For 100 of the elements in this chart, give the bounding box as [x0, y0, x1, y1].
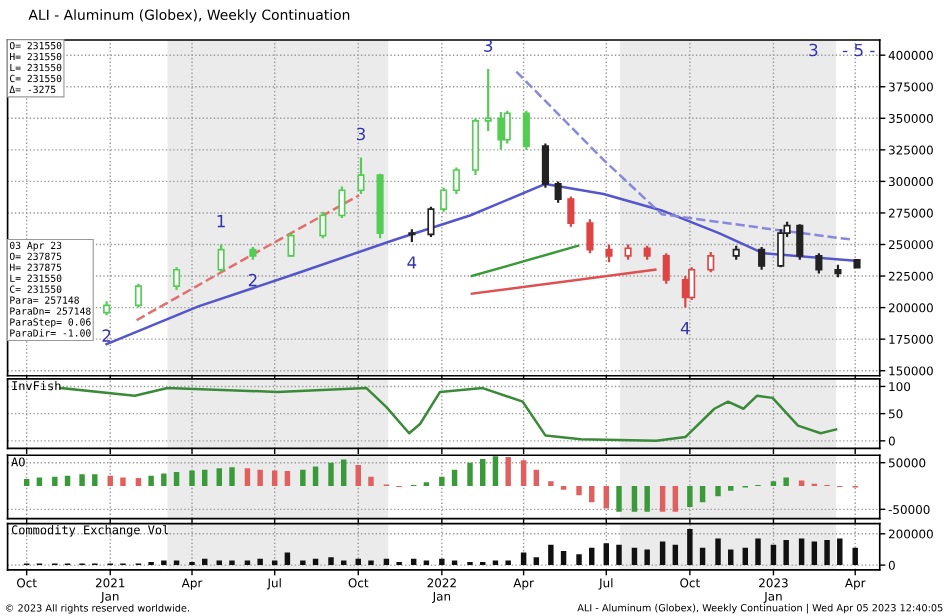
- candlestick: [173, 266, 181, 292]
- bar: [548, 544, 554, 566]
- candlestick: [796, 223, 804, 261]
- bar: [631, 547, 638, 566]
- candlestick: [452, 166, 460, 196]
- bar: [811, 541, 818, 566]
- bar: [423, 560, 430, 566]
- candlestick: [554, 180, 562, 204]
- bar: [328, 557, 334, 566]
- bar: [244, 468, 251, 487]
- bar: [520, 460, 527, 487]
- bar: [368, 560, 374, 566]
- bar: [92, 474, 98, 487]
- bar: [451, 469, 458, 487]
- bar: [173, 472, 180, 487]
- candlestick: [427, 205, 435, 239]
- annotation: 3: [484, 39, 493, 52]
- candlestick: [815, 252, 823, 275]
- candlestick: [567, 195, 575, 228]
- candlestick: [440, 186, 448, 213]
- candlestick: [522, 109, 530, 151]
- bar: [229, 560, 235, 566]
- bar: [328, 462, 334, 487]
- candlestick: [662, 252, 670, 285]
- bar: [699, 486, 706, 503]
- bar: [492, 560, 499, 566]
- bar: [631, 486, 638, 512]
- bar: [52, 476, 58, 487]
- bar: [576, 486, 582, 496]
- bar: [672, 544, 679, 566]
- annotation: 3: [356, 127, 365, 141]
- bar: [672, 486, 679, 512]
- bar: [244, 560, 251, 566]
- annotation: 1: [217, 214, 225, 228]
- bar: [755, 538, 761, 566]
- candlestick: [134, 282, 142, 309]
- candlestick: [319, 210, 327, 240]
- bar: [852, 547, 858, 566]
- candlestick: [497, 110, 505, 151]
- candlestick: [707, 250, 715, 274]
- bar: [644, 486, 650, 512]
- bar: [659, 541, 666, 566]
- bar: [341, 459, 347, 487]
- bar: [216, 560, 222, 566]
- bar: [742, 547, 749, 566]
- bar: [715, 538, 721, 566]
- bar: [189, 470, 195, 487]
- bar: [300, 469, 306, 487]
- bar: [300, 560, 306, 566]
- bar: [699, 547, 706, 566]
- bar: [467, 462, 473, 487]
- bar: [148, 475, 154, 487]
- candlestick: [357, 156, 365, 196]
- candlestick: [758, 245, 766, 271]
- annotation: - 5 -: [842, 43, 875, 57]
- bar: [533, 557, 540, 566]
- bar: [770, 544, 777, 566]
- bar: [548, 481, 554, 487]
- candlestick: [217, 243, 225, 274]
- bar: [492, 456, 499, 487]
- bar: [505, 560, 511, 566]
- bar: [202, 469, 208, 487]
- bar: [783, 540, 789, 566]
- bar: [616, 544, 622, 566]
- bar: [355, 465, 361, 487]
- bar: [439, 558, 445, 566]
- candlestick: [503, 109, 511, 145]
- bar: [770, 481, 777, 487]
- bar: [161, 473, 167, 487]
- annotation: 2: [102, 329, 111, 342]
- bar: [135, 478, 142, 487]
- candlestick: [777, 228, 785, 269]
- bar: [79, 474, 85, 487]
- bar: [257, 469, 263, 487]
- bar: [560, 551, 567, 566]
- line-series: [515, 70, 852, 241]
- bar: [23, 479, 30, 487]
- annotation: 4: [680, 322, 690, 335]
- line-series: [59, 386, 838, 443]
- bar: [284, 471, 291, 487]
- bar: [451, 560, 458, 566]
- bar: [439, 476, 445, 487]
- bar: [798, 538, 805, 566]
- bar: [368, 476, 374, 487]
- bar: [783, 477, 789, 487]
- candlestick: [541, 142, 549, 189]
- bar: [687, 529, 693, 566]
- line-series: [105, 182, 859, 346]
- bar: [173, 560, 180, 566]
- bar: [257, 558, 263, 566]
- bar: [161, 560, 167, 566]
- bar: [644, 549, 650, 566]
- bar: [533, 469, 540, 487]
- bar: [837, 538, 843, 566]
- bar: [341, 560, 347, 566]
- bar: [229, 467, 235, 487]
- bar: [120, 477, 126, 487]
- bar: [216, 468, 222, 487]
- bar: [728, 549, 734, 566]
- annotation: 3: [809, 43, 818, 57]
